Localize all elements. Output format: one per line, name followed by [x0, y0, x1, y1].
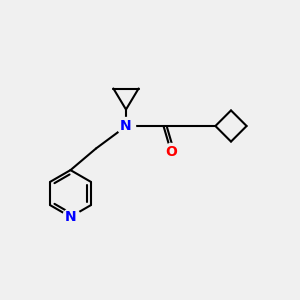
- Text: N: N: [120, 119, 132, 133]
- Text: N: N: [65, 210, 76, 224]
- Text: O: O: [165, 145, 177, 158]
